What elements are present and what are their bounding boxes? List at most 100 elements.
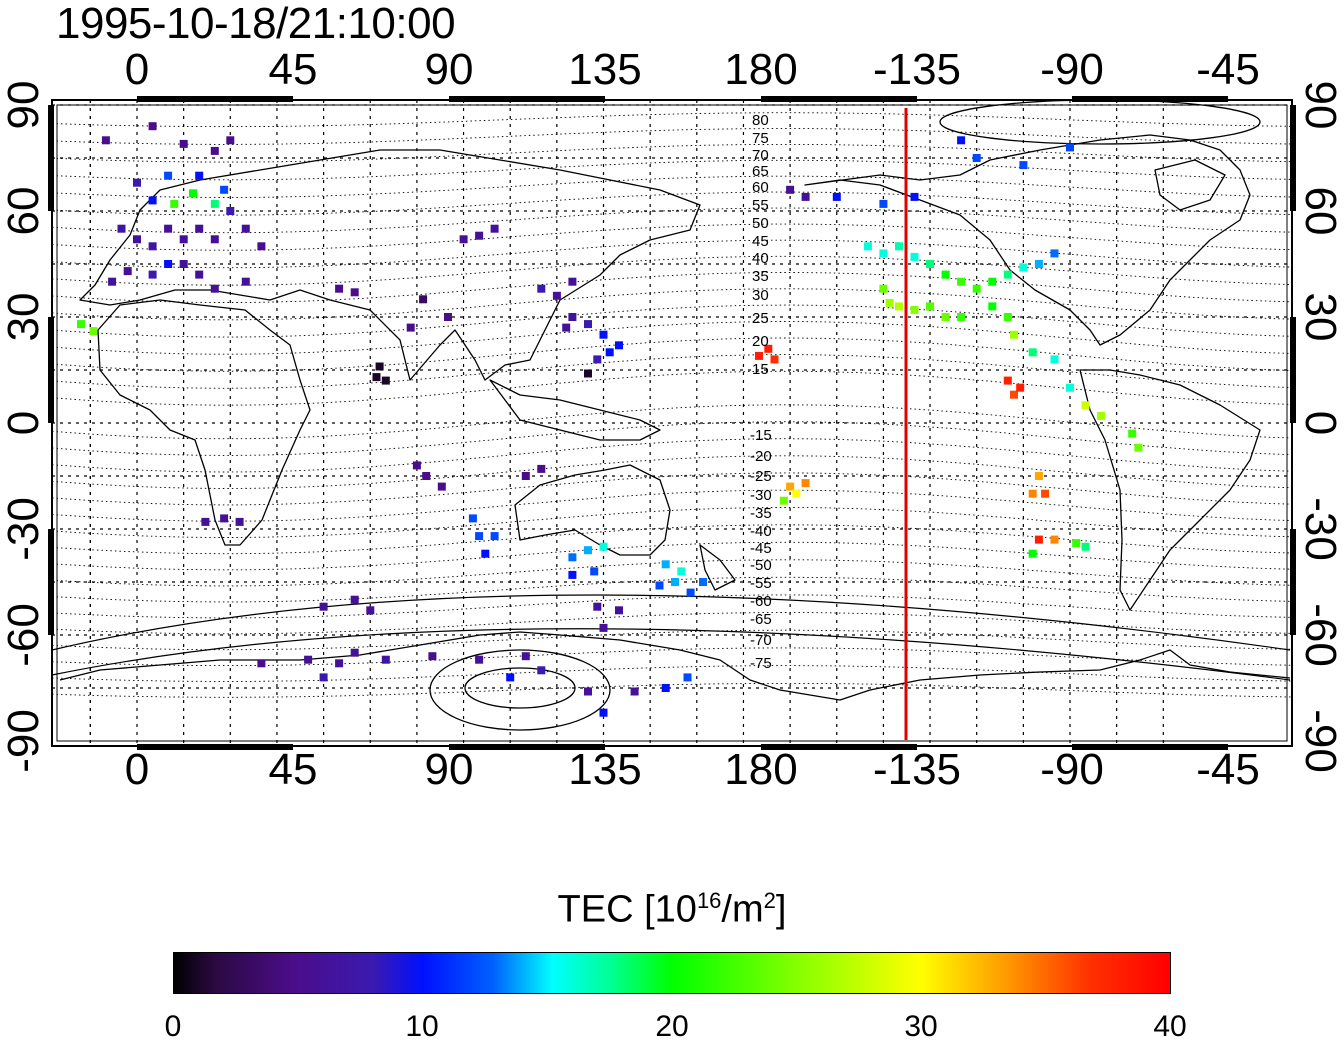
tec-marker <box>615 341 623 349</box>
tec-marker <box>1066 143 1074 151</box>
mag-contour <box>52 683 1292 697</box>
tec-marker <box>170 200 178 208</box>
tec-marker <box>886 299 894 307</box>
tec-marker <box>1134 444 1142 452</box>
tec-marker <box>1029 490 1037 498</box>
tec-marker <box>1097 412 1105 420</box>
contour-label-north: 45 <box>752 233 769 250</box>
mag-contour <box>52 490 1292 521</box>
tec-marker <box>366 606 374 614</box>
tec-marker <box>90 327 98 335</box>
tec-marker <box>108 278 116 286</box>
right-tick-label: 90 <box>1298 55 1342 155</box>
tec-marker <box>584 688 592 696</box>
tec-marker <box>460 235 468 243</box>
mag-contour <box>52 224 1292 250</box>
tec-marker <box>236 518 244 526</box>
coastline-greenland <box>1155 160 1225 210</box>
colorbar-tick-label: 0 <box>165 1010 182 1044</box>
tec-marker <box>491 532 499 540</box>
mag-contour <box>52 355 1292 389</box>
tec-marker <box>242 225 250 233</box>
tec-marker <box>957 278 965 286</box>
tec-marker <box>481 550 489 558</box>
tec-marker <box>973 154 981 162</box>
mag-contour <box>52 542 1292 570</box>
mag-contour-solid <box>52 629 1290 680</box>
mag-contour <box>52 289 1292 320</box>
left-tick-label: -90 <box>2 691 46 791</box>
contour-label-north: 20 <box>752 333 769 350</box>
frame-tick-bar-top <box>1072 96 1228 102</box>
tec-marker <box>593 355 601 363</box>
colorbar-tick-label: 40 <box>1153 1010 1186 1044</box>
mag-contour <box>52 305 1292 337</box>
contour-label-south: -50 <box>750 557 772 574</box>
tec-marker <box>786 483 794 491</box>
tec-marker <box>911 193 919 201</box>
mag-contour <box>52 648 1292 666</box>
tec-marker <box>304 656 312 664</box>
tec-marker <box>422 472 430 480</box>
mag-contour <box>52 129 1292 145</box>
contour-label-north: 35 <box>752 268 769 285</box>
tec-marker <box>926 302 934 310</box>
tec-marker <box>195 271 203 279</box>
tec-marker <box>211 235 219 243</box>
tec-marker <box>335 285 343 293</box>
tec-marker <box>428 652 436 660</box>
bottom-tick-label: 180 <box>724 748 797 792</box>
tec-marker <box>413 461 421 469</box>
contour-label-north: 60 <box>752 179 769 196</box>
tec-marker <box>164 225 172 233</box>
tec-marker <box>220 514 228 522</box>
tec-marker <box>593 603 601 611</box>
right-tick-label: -60 <box>1298 585 1342 685</box>
tec-marker <box>382 377 390 385</box>
tec-marker <box>469 514 477 522</box>
tec-marker <box>568 313 576 321</box>
contour-label-south: -45 <box>750 540 772 557</box>
tec-marker <box>879 285 887 293</box>
mag-contour <box>52 113 1292 127</box>
left-tick-label: -60 <box>2 585 46 685</box>
coastline-south-america <box>1080 370 1260 610</box>
tec-marker <box>662 684 670 692</box>
colorbar-title-exp: 16 <box>697 888 721 913</box>
contour-label-north: 15 <box>752 361 769 378</box>
tec-marker <box>195 172 203 180</box>
mag-contour <box>52 322 1292 355</box>
tec-marker <box>77 320 85 328</box>
tec-marker <box>1041 490 1049 498</box>
tec-marker <box>320 603 328 611</box>
mag-pole-oval <box>940 100 1260 144</box>
tec-marker <box>118 225 126 233</box>
tec-marker <box>351 649 359 657</box>
tec-marker <box>407 324 415 332</box>
tec-marker <box>537 666 545 674</box>
coastline-north-america <box>805 135 1250 345</box>
tec-marker <box>475 232 483 240</box>
colorbar-tick-label: 30 <box>904 1010 937 1044</box>
contour-label-north: 75 <box>752 130 769 147</box>
contour-label-north: 65 <box>752 163 769 180</box>
tec-marker <box>1004 377 1012 385</box>
tec-marker <box>220 186 228 194</box>
tec-marker <box>1019 161 1027 169</box>
frame-tick-bar-left <box>48 317 54 423</box>
tec-marker <box>180 235 188 243</box>
frame-tick-bar-top <box>449 96 605 102</box>
tec-marker <box>590 567 598 575</box>
tec-marker <box>537 285 545 293</box>
tec-marker <box>671 578 679 586</box>
tec-marker <box>149 196 157 204</box>
tec-marker <box>792 490 800 498</box>
tec-marker <box>568 553 576 561</box>
tec-marker <box>1051 249 1059 257</box>
tec-marker <box>957 136 965 144</box>
tec-marker <box>562 324 570 332</box>
frame-tick-bar-left <box>48 529 54 635</box>
tec-marker <box>335 659 343 667</box>
tec-marker <box>257 659 265 667</box>
tec-marker <box>895 302 903 310</box>
